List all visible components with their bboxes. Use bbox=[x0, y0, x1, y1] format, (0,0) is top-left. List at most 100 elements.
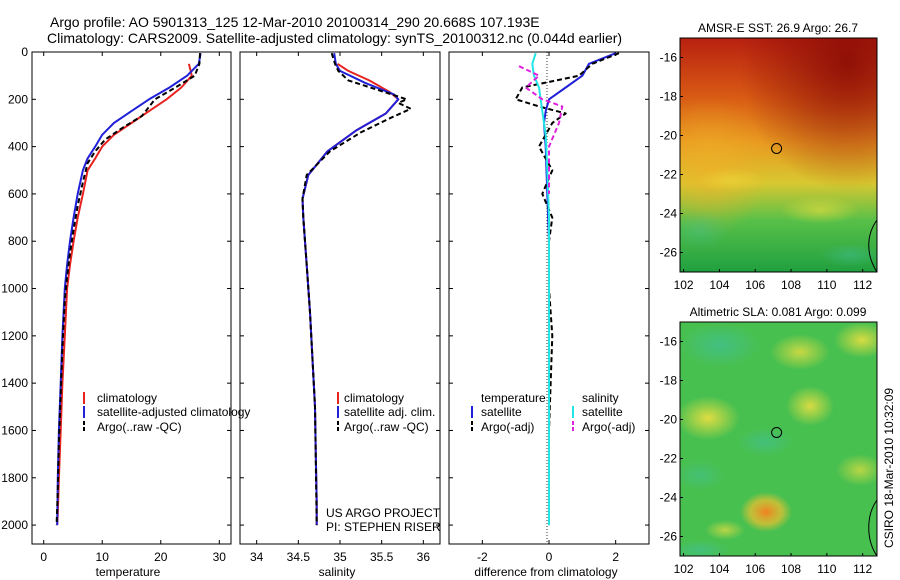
series-line-climatology bbox=[301, 62, 400, 526]
x-tick-label: 102 bbox=[674, 562, 694, 576]
legend-label-temp-satellite: satellite bbox=[481, 405, 522, 419]
project-label: US ARGO PROJECT bbox=[326, 506, 441, 520]
sst-map-title: AMSR-E SST: 26.9 Argo: 26.7 bbox=[698, 21, 858, 35]
legend-title-salinity: salinity bbox=[582, 391, 619, 405]
x-tick-label: 106 bbox=[745, 278, 765, 292]
temperature-ticks: 0 10 20 30 0 200 400 600 800 1000 1200 1400 1600 1800… bbox=[1, 45, 231, 564]
x-tick-label: 20 bbox=[154, 550, 168, 564]
y-tick-label: 800 bbox=[8, 234, 28, 248]
y-tick-label: 2000 bbox=[1, 518, 28, 532]
sla-map-axes bbox=[679, 321, 878, 557]
x-tick-label: 110 bbox=[817, 562, 836, 576]
x-tick-label: 30 bbox=[213, 550, 227, 564]
coastline bbox=[868, 219, 877, 272]
legend-label-argo: Argo(..raw -QC) bbox=[97, 420, 182, 434]
y-tick-label: -22 bbox=[660, 168, 678, 182]
y-tick-label: 1600 bbox=[1, 423, 28, 437]
x-tick-label: 34.5 bbox=[287, 550, 311, 564]
y-tick-label: 1800 bbox=[1, 471, 28, 485]
argo-position-marker bbox=[771, 143, 783, 154]
sst-map-panel: AMSR-E SST: 26.9 Argo: 26.7 102 104 106 108… bbox=[660, 21, 878, 293]
y-tick-label: -26 bbox=[660, 246, 678, 260]
series-line-climatology bbox=[56, 63, 193, 526]
y-tick-label: -24 bbox=[660, 207, 678, 221]
x-tick-label: 2 bbox=[612, 550, 619, 564]
credit-label: CSIRO 18-Mar-2010 10:32:09 bbox=[882, 388, 896, 548]
x-tick-label: 110 bbox=[817, 278, 836, 292]
legend-label-sal-argo: Argo(-adj) bbox=[582, 420, 635, 434]
sla-map-title: Altimetric SLA: 0.081 Argo: 0.099 bbox=[690, 305, 867, 319]
sst-map-axes bbox=[679, 37, 878, 273]
series-line-argo-raw-qc- bbox=[55, 53, 201, 526]
y-tick-label: 0 bbox=[21, 45, 28, 59]
x-tick-label: 34 bbox=[250, 550, 264, 564]
x-tick-label: 108 bbox=[781, 562, 801, 576]
legend-label-climatology: climatology bbox=[344, 391, 404, 405]
difference-ticks: -2 0 2 bbox=[449, 51, 649, 564]
difference-xlabel: difference from climatology bbox=[474, 565, 617, 579]
figure-subtitle: Climatology: CARS2009. Satellite-adjuste… bbox=[47, 30, 622, 46]
pi-label: PI: STEPHEN RISER bbox=[326, 520, 441, 534]
series-line-satellite bbox=[301, 53, 400, 526]
temperature-xlabel: temperature bbox=[96, 565, 161, 579]
y-tick-label: -24 bbox=[660, 491, 678, 505]
temperature-axes bbox=[31, 51, 232, 545]
y-tick-label: -22 bbox=[660, 452, 678, 466]
y-tick-label: -16 bbox=[660, 335, 678, 349]
y-tick-label: 600 bbox=[8, 187, 28, 201]
salinity-ticks: 34 34.5 35 35.5 36 bbox=[240, 51, 440, 564]
x-tick-label: 0 bbox=[40, 550, 47, 564]
series-line-temperature-satellite bbox=[543, 52, 617, 526]
x-tick-label: 104 bbox=[709, 278, 729, 292]
y-tick-label: 200 bbox=[8, 92, 28, 106]
salinity-panel: 34 34.5 35 35.5 36 salinity climatology sate… bbox=[239, 51, 441, 579]
y-tick-label: -18 bbox=[660, 374, 678, 388]
series-line-temperature-argo-adj- bbox=[514, 52, 620, 526]
sla-ticks: 102 104 106 108 110 112 -16 -18 -20 -22 -24 -26 bbox=[660, 335, 873, 577]
x-tick-label: 10 bbox=[96, 550, 110, 564]
x-tick-label: 108 bbox=[781, 278, 801, 292]
y-tick-label: -26 bbox=[660, 530, 678, 544]
legend-label-climatology: climatology bbox=[97, 391, 157, 405]
y-tick-label: -18 bbox=[660, 90, 678, 104]
difference-panel: -2 0 2 difference from climatology tempera… bbox=[448, 51, 650, 579]
x-tick-label: 36 bbox=[417, 550, 431, 564]
y-tick-label: 1400 bbox=[1, 376, 28, 390]
y-tick-label: 1000 bbox=[1, 282, 28, 296]
legend-label-satellite: satellite adj. clim. bbox=[344, 405, 435, 419]
y-tick-label: 1200 bbox=[1, 329, 28, 343]
sla-field bbox=[680, 322, 877, 556]
x-tick-label: 35.5 bbox=[370, 550, 394, 564]
sst-field bbox=[680, 38, 877, 272]
salinity-series bbox=[301, 52, 412, 526]
x-tick-label: 112 bbox=[853, 278, 872, 292]
x-tick-label: 112 bbox=[853, 562, 872, 576]
sla-map-panel: Altimetric SLA: 0.081 Argo: 0.099 102 104… bbox=[660, 305, 878, 577]
y-tick-label: -20 bbox=[660, 129, 678, 143]
difference-legend: temperature salinity satellite Argo(-adj… bbox=[471, 391, 635, 434]
x-tick-label: 106 bbox=[745, 562, 765, 576]
x-tick-label: 35 bbox=[333, 550, 347, 564]
salinity-legend: climatology satellite adj. clim. Argo(..… bbox=[337, 391, 435, 434]
series-line-salinity-satellite bbox=[531, 52, 550, 526]
x-tick-label: 0 bbox=[546, 550, 553, 564]
salinity-axes bbox=[239, 51, 441, 545]
legend-label-sal-satellite: satellite bbox=[582, 405, 623, 419]
legend-label-satellite: satellite-adjusted climatology bbox=[97, 405, 250, 419]
temperature-legend: climatology satellite-adjusted climatolo… bbox=[83, 391, 250, 434]
difference-series bbox=[514, 52, 620, 526]
series-line-argo-raw-qc- bbox=[301, 52, 412, 526]
series-line-salinity-argo-adj- bbox=[518, 65, 564, 194]
legend-title-temperature: temperature bbox=[481, 391, 546, 405]
y-tick-label: 400 bbox=[8, 140, 28, 154]
y-tick-label: -20 bbox=[660, 413, 678, 427]
coastline bbox=[868, 499, 877, 556]
y-tick-label: -16 bbox=[660, 51, 678, 65]
figure-title: Argo profile: AO 5901313_125 12-Mar-2010… bbox=[50, 14, 540, 30]
x-tick-label: 104 bbox=[709, 562, 729, 576]
legend-label-temp-argo: Argo(-adj) bbox=[481, 420, 534, 434]
temperature-panel: 0 10 20 30 0 200 400 600 800 1000 1200 1400 1600 1800… bbox=[1, 45, 250, 579]
argo-position-marker bbox=[771, 427, 783, 438]
sst-ticks: 102 104 106 108 110 112 -16 -18 -20 -22 -24 -26 bbox=[660, 51, 873, 293]
